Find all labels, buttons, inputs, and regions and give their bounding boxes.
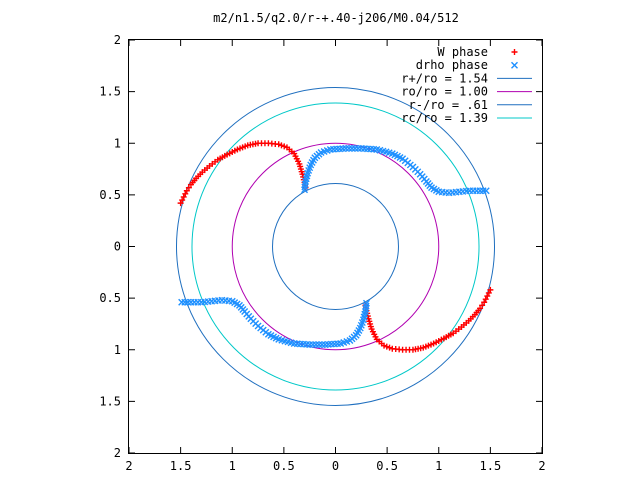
drho-phase-point <box>351 144 359 152</box>
legend-label: r-/ro = .61 <box>409 98 488 112</box>
ref-circle <box>175 86 496 407</box>
y-tick-label: 1.5 <box>99 394 121 408</box>
y-tick-label: 1.5 <box>99 85 121 99</box>
plot-frame <box>128 39 543 454</box>
x-tick-label: 1.5 <box>480 459 502 473</box>
w-phase-point <box>180 193 187 200</box>
drho-phase-point <box>178 298 186 306</box>
x-tick-label: 1 <box>229 459 236 473</box>
w-phase-point <box>481 299 488 306</box>
y-tick-label: 1 <box>114 343 121 357</box>
x-tick-label: 0.5 <box>376 459 398 473</box>
drho-phase-point <box>345 144 353 152</box>
drho-phase-point <box>318 341 326 349</box>
legend-marker <box>511 49 518 55</box>
ref-circle <box>191 102 480 391</box>
axis-ticks: 2 1.5 1 0.5 0 0.5 1 1.5 221.510.500.511.52 <box>99 33 545 473</box>
legend-marker <box>511 61 518 69</box>
w-phase-point <box>484 293 491 300</box>
y-tick-label: 0.5 <box>99 188 121 202</box>
legend-label: r+/ro = 1.54 <box>401 71 488 85</box>
w-phase-point <box>177 200 184 207</box>
drho-phase-point <box>482 187 490 195</box>
w-phase-point <box>487 286 494 293</box>
drho-phase-point <box>348 144 356 152</box>
ref-circle <box>272 183 399 310</box>
drho-phase-point <box>309 341 317 349</box>
ref-circle <box>231 142 440 351</box>
w-phase-point <box>383 343 390 350</box>
reference-circles <box>175 86 496 407</box>
legend-label: rc/ro = 1.39 <box>401 111 488 125</box>
w-phase-point <box>278 142 285 149</box>
x-tick-label: 2 <box>125 459 132 473</box>
w-phase-point <box>485 289 492 296</box>
w-phase-point <box>281 143 288 150</box>
y-tick-label: 2 <box>114 33 121 47</box>
w-phase-point <box>183 187 190 194</box>
legend-label: W phase <box>437 45 488 59</box>
drho-phase-point <box>312 341 320 349</box>
w-phase-point <box>389 345 396 352</box>
y-tick-label: 0.5 <box>99 291 121 305</box>
drho-phase-point <box>476 187 484 195</box>
x-tick-label: 2 <box>538 459 545 473</box>
x-tick-label: 1 <box>435 459 442 473</box>
legend-label: ro/ro = 1.00 <box>401 85 488 99</box>
y-tick-label: 1 <box>114 136 121 150</box>
drho-phase-point <box>315 341 323 349</box>
w-phase-point <box>386 344 393 351</box>
w-phase-point <box>179 197 186 204</box>
w-phase-point <box>182 190 189 197</box>
chart-title: m2/n1.5/q2.0/r-+.40-j206/M0.04/512 <box>213 11 459 25</box>
x-tick-label: 0.5 <box>273 459 295 473</box>
w-phase-point <box>482 296 489 303</box>
w-phase-point <box>185 184 192 191</box>
x-tick-label: 1.5 <box>170 459 192 473</box>
y-tick-label: 2 <box>114 446 121 460</box>
w-phase-point <box>275 141 282 148</box>
data-points <box>177 140 494 353</box>
legend-label: drho phase <box>416 58 488 72</box>
drho-phase-point <box>354 144 362 152</box>
y-tick-label: 0 <box>114 240 121 254</box>
x-tick-label: 0 <box>332 459 339 473</box>
w-phase-point <box>479 302 486 309</box>
drho-phase-point <box>187 298 195 306</box>
